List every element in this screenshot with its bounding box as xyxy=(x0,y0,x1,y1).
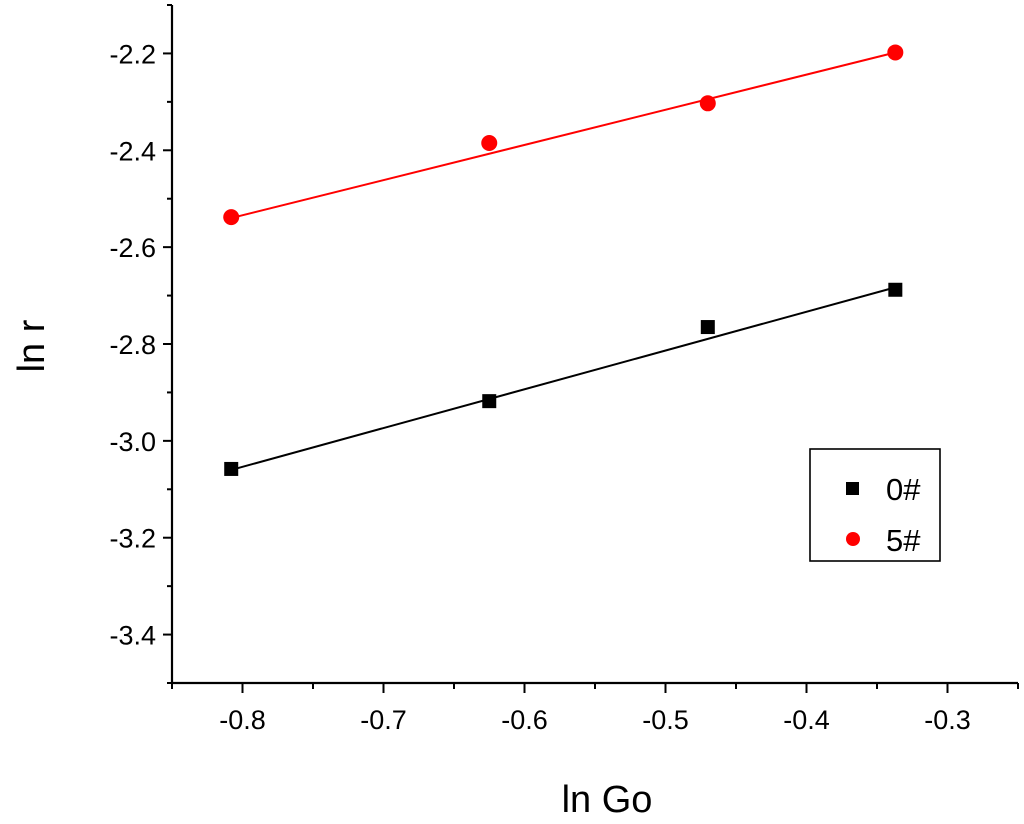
x-tick-label: -0.3 xyxy=(924,705,971,735)
x-axis-ticks: -0.8 -0.7 -0.6 -0.5 -0.4 -0.3 xyxy=(171,683,1019,735)
data-point-circle xyxy=(699,95,716,112)
legend-box xyxy=(809,448,941,562)
data-point-square xyxy=(888,282,903,297)
data-points xyxy=(223,44,904,476)
y-tick-label: -2.6 xyxy=(109,233,156,263)
x-tick-label: -0.8 xyxy=(219,705,266,735)
data-point-square xyxy=(224,461,239,476)
data-point-circle xyxy=(223,209,240,226)
legend-marker-circle xyxy=(846,532,860,546)
fit-line xyxy=(230,286,896,471)
x-tick-label: -0.5 xyxy=(642,705,689,735)
legend-label: 0# xyxy=(886,472,921,507)
fit-line xyxy=(230,51,896,220)
data-point-circle xyxy=(481,135,498,152)
data-point-square xyxy=(700,320,715,335)
data-point-square xyxy=(482,394,497,409)
x-axis-title: ln Go xyxy=(562,779,653,821)
data-point-circle xyxy=(887,44,904,61)
y-axis-ticks: -3.4 -3.2 -3.0 -2.8 -2.6 -2.4 -2.2 xyxy=(109,4,172,684)
y-tick-label: -3.4 xyxy=(109,621,156,651)
y-tick-label: -2.8 xyxy=(109,330,156,360)
x-tick-label: -0.7 xyxy=(360,705,407,735)
axes xyxy=(170,5,1018,685)
x-tick-label: -0.6 xyxy=(501,705,548,735)
y-tick-label: -2.4 xyxy=(109,136,156,166)
fit-lines xyxy=(230,51,896,471)
y-tick-label: -3.2 xyxy=(109,524,156,554)
legend-label: 5# xyxy=(886,523,921,558)
y-tick-label: -3.0 xyxy=(109,427,156,457)
x-tick-label: -0.4 xyxy=(783,705,830,735)
legend-marker-square xyxy=(846,482,859,495)
y-tick-label: -2.2 xyxy=(109,39,156,69)
legend: 0#5# xyxy=(809,448,941,562)
y-axis-title: ln r xyxy=(11,319,53,372)
